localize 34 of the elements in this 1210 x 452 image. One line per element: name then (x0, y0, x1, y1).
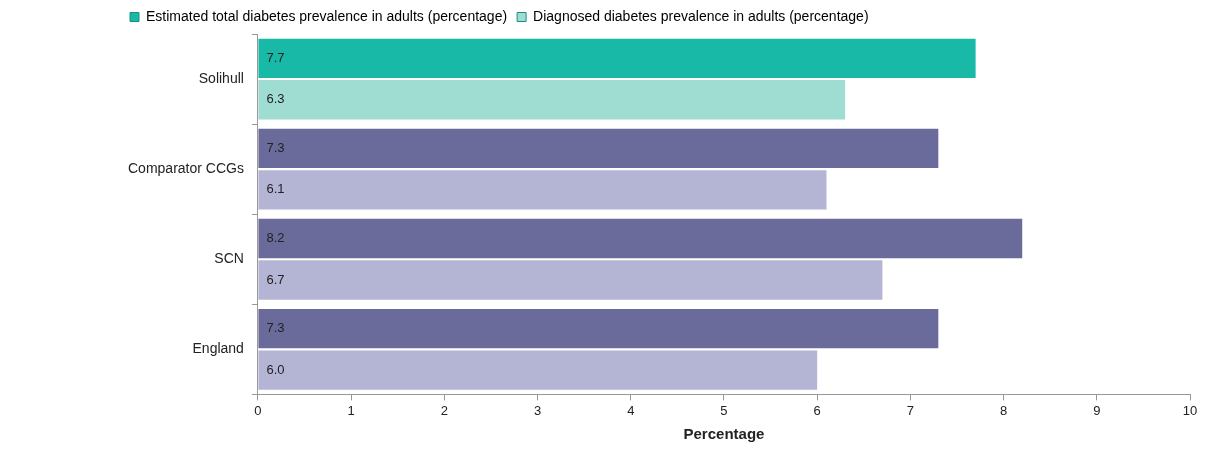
x-tick-label: 3 (533, 402, 542, 418)
bar (258, 38, 976, 79)
x-tick-label: 0 (254, 402, 262, 418)
x-tick-label: 1 (347, 402, 355, 418)
data-label: 7.3 (266, 140, 285, 156)
bar (258, 350, 818, 390)
x-tick-label: 4 (627, 402, 635, 418)
data-label: 6.7 (266, 271, 285, 287)
y-tick-label: SCN (214, 250, 244, 267)
x-tick-label: 5 (720, 402, 728, 418)
data-label: 6.0 (266, 361, 285, 377)
x-tick-label: 6 (813, 402, 821, 418)
data-label: 8.2 (266, 230, 285, 246)
bar (258, 218, 1023, 259)
x-tick-label: 10 (1182, 402, 1198, 418)
x-tick-label: 8 (999, 402, 1008, 418)
x-axis-title: Percentage (683, 425, 765, 443)
x-tick-label: 9 (1093, 402, 1101, 418)
x-tick-label: 7 (906, 402, 914, 418)
bar (258, 128, 939, 169)
data-label: 7.7 (266, 49, 285, 65)
data-label: 6.3 (266, 91, 285, 107)
y-tick-label: Comparator CCGs (128, 160, 244, 177)
bar (258, 260, 883, 300)
legend-label: Diagnosed diabetes prevalence in adults (percentage) (533, 7, 869, 24)
y-tick-label: England (192, 340, 244, 357)
bar (258, 308, 939, 349)
bar (258, 170, 827, 210)
data-label: 6.1 (266, 181, 285, 197)
x-tick-label: 2 (440, 402, 448, 418)
data-label: 7.3 (266, 320, 285, 336)
bar (258, 80, 846, 120)
legend-label: Estimated total diabetes prevalence in adults (percentage) (146, 7, 508, 24)
y-tick-label: Solihull (198, 69, 244, 86)
